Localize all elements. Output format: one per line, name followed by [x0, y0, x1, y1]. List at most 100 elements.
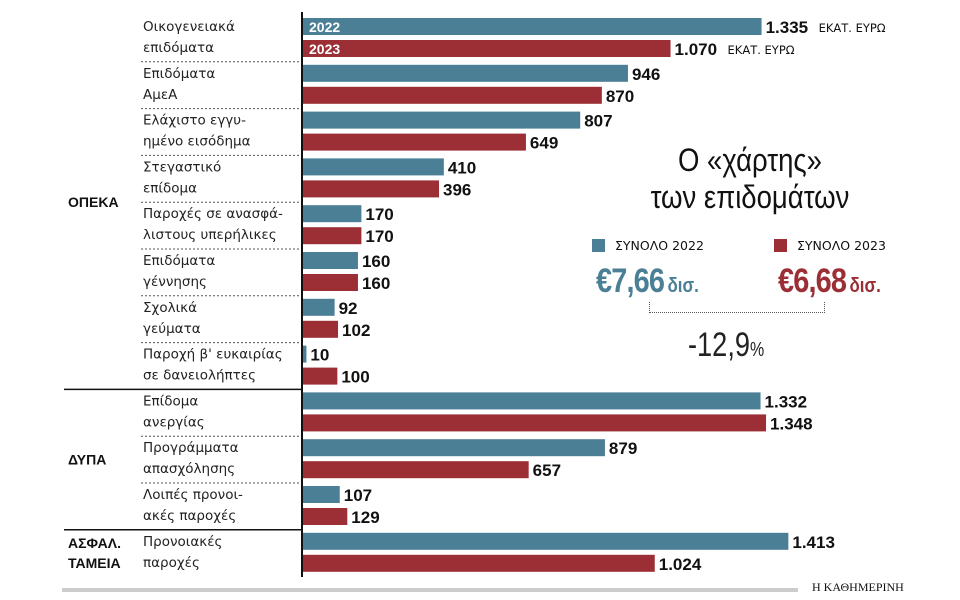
category-label: ΑμεΑ — [143, 87, 178, 103]
total-2023: €6,68 δισ. — [778, 262, 881, 301]
category-label: ακές παροχές — [143, 508, 236, 524]
title-line-1: Ο «χάρτης» — [678, 142, 822, 178]
category-label: ημένο εισόδημα — [143, 134, 251, 150]
series-label-2023: 2023 — [309, 41, 340, 57]
bar-2022 — [303, 205, 362, 223]
category-label: Επιδόματα — [143, 253, 215, 269]
value-label-2023: 160 — [362, 274, 390, 293]
value-label-2023: 102 — [342, 321, 370, 340]
value-label-2022: 1.335 — [766, 18, 809, 37]
value-label-2022: 410 — [448, 158, 476, 177]
category-label: παροχές — [143, 555, 200, 571]
value-label-2023: 396 — [443, 180, 471, 199]
category-label: Ελάχιστο εγγυ- — [143, 113, 246, 129]
legend-swatch-2023 — [774, 239, 787, 252]
value-label-2023: 657 — [533, 461, 561, 480]
value-label-2022: 92 — [339, 299, 358, 318]
category-label: Παροχές σε ανασφά- — [143, 206, 283, 222]
bar-2022 — [303, 345, 307, 363]
value-label-2023: 100 — [341, 368, 369, 387]
legend-label-2023: ΣΥΝΟΛΟ 2023 — [797, 238, 886, 253]
group-label: ΑΣΦΑΛ. — [68, 535, 121, 551]
bar-2022 — [303, 532, 789, 550]
bar-2023 — [303, 274, 358, 291]
category-label: επίδομα — [143, 180, 197, 196]
category-label: Επίδομα — [143, 393, 198, 409]
bar-2023 — [303, 508, 348, 525]
change-unit: % — [750, 339, 765, 361]
bar-2023 — [303, 461, 529, 479]
bar-2023 — [303, 40, 671, 57]
category-label: σε δανειολήπτες — [143, 368, 256, 384]
bar-2022 — [303, 64, 628, 82]
category-label: γεύματα — [143, 321, 201, 337]
legend-label-2022: ΣΥΝΟΛΟ 2022 — [615, 238, 704, 253]
unit-label: ΕΚΑΤ. ΕΥΡΩ — [819, 21, 886, 35]
value-label-2023: 649 — [530, 134, 558, 153]
category-label: Σχολικά — [143, 300, 197, 316]
bar-2023 — [303, 86, 602, 104]
category-label: Παροχή β' ευκαιρίας — [143, 347, 283, 363]
bar-2023 — [303, 227, 362, 245]
category-label: γέννησης — [143, 274, 207, 290]
value-label-2022: 160 — [362, 252, 390, 271]
bar-2023 — [303, 180, 440, 198]
bar-2022 — [303, 252, 358, 269]
bar-2022 — [303, 486, 340, 503]
legend-2022: ΣΥΝΟΛΟ 2022 — [592, 238, 704, 253]
total-2023-unit: δισ. — [849, 275, 881, 297]
series-label-2022: 2022 — [309, 19, 340, 35]
bar-2022 — [303, 392, 761, 410]
footer-bar — [62, 588, 798, 592]
category-label: ανεργίας — [143, 414, 205, 430]
value-label-2022: 107 — [344, 486, 372, 505]
value-label-2022: 807 — [584, 112, 612, 131]
value-label-2022: 946 — [632, 65, 660, 84]
total-2022-unit: δισ. — [667, 275, 699, 297]
value-label-2023: 129 — [351, 508, 379, 527]
category-label: απασχόλησης — [143, 461, 235, 477]
chart-title: Ο «χάρτης» των επιδομάτων — [612, 142, 887, 216]
group-label: ΟΠΕΚΑ — [68, 194, 119, 210]
legend-2023: ΣΥΝΟΛΟ 2023 — [774, 238, 886, 253]
category-label: Στεγαστικό — [143, 159, 221, 175]
comparison-bracket — [649, 302, 825, 313]
bar-2023 — [303, 414, 767, 432]
category-label: λιστους υπερήλικες — [143, 227, 277, 243]
bar-2023 — [303, 320, 339, 338]
bar-2023 — [303, 367, 338, 385]
total-2022-value: €7,66 — [596, 262, 665, 300]
category-label: Επιδόματα — [143, 66, 215, 82]
value-label-2022: 10 — [310, 346, 329, 365]
bar-2023 — [303, 554, 655, 572]
category-label: επιδόματα — [143, 40, 214, 56]
value-label-2022: 1.413 — [792, 533, 835, 552]
value-label-2023: 870 — [606, 87, 634, 106]
value-label-2022: 879 — [609, 439, 637, 458]
title-line-2: των επιδομάτων — [650, 179, 850, 215]
value-label-2023: 1.024 — [659, 555, 702, 574]
bar-2022 — [303, 18, 762, 35]
category-label: Προνοιακές — [143, 534, 222, 550]
source-credit: Η ΚΑΘΗΜΕΡΙΝΗ — [812, 580, 904, 594]
bar-2022 — [303, 439, 605, 457]
bar-2022 — [303, 158, 444, 176]
value-label-2023: 1.070 — [675, 40, 718, 59]
change-value: -12,9 — [688, 326, 750, 364]
total-2022: €7,66 δισ. — [596, 262, 699, 301]
group-label: ΔΥΠΑ — [68, 452, 106, 468]
value-label-2022: 1.332 — [765, 392, 808, 411]
value-label-2023: 170 — [365, 227, 393, 246]
change-percent: -12,9% — [688, 326, 764, 365]
bar-2023 — [303, 133, 526, 151]
unit-label: ΕΚΑΤ. ΕΥΡΩ — [728, 43, 795, 57]
group-label: ΤΑΜΕΙΑ — [68, 555, 121, 571]
category-label: Λοιπές προνοι- — [143, 487, 243, 503]
value-label-2023: 1.348 — [770, 414, 813, 433]
category-label: Προγράμματα — [143, 440, 239, 456]
total-2023-value: €6,68 — [778, 262, 847, 300]
bar-2022 — [303, 111, 581, 129]
value-label-2022: 170 — [365, 205, 393, 224]
legend-swatch-2022 — [592, 239, 605, 252]
